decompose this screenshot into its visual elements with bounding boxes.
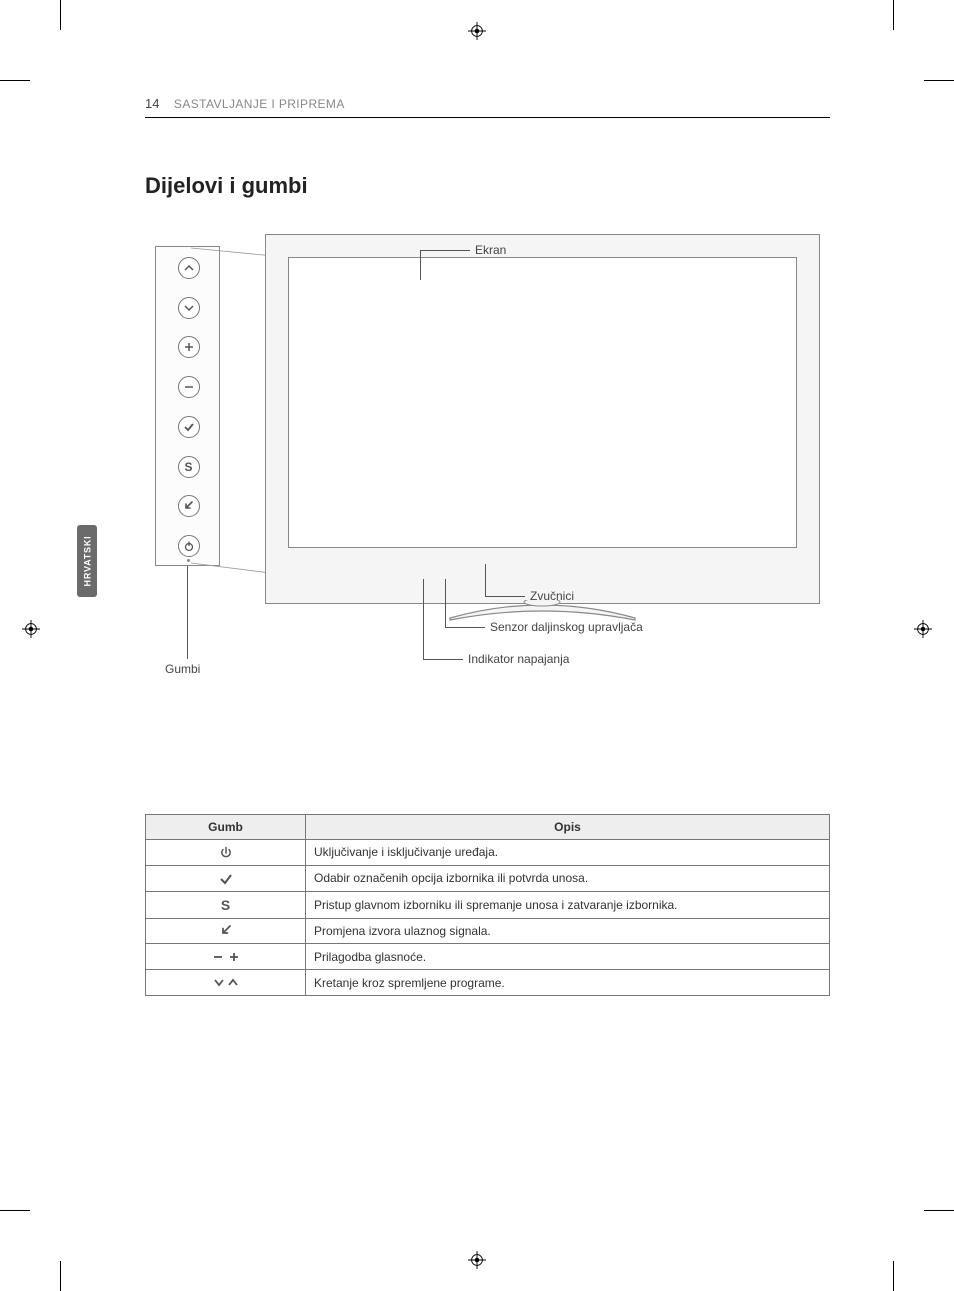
- table-row: Uključivanje i isključivanje uređaja.: [146, 840, 830, 866]
- cell-icon-check: [146, 865, 306, 891]
- tv-stand: [440, 600, 645, 622]
- panel-btn-up: [178, 257, 200, 279]
- page-title: Dijelovi i gumbi: [145, 173, 830, 199]
- cell-desc: Kretanje kroz spremljene programe.: [306, 970, 830, 996]
- table-row: Prilagodba glasnoće.: [146, 944, 830, 970]
- crop-mark: [893, 0, 894, 30]
- buttons-table: Gumb Opis Uključivanje i isključivanje u…: [145, 814, 830, 996]
- panel-btn-plus: [178, 336, 200, 358]
- registration-mark: [914, 620, 932, 638]
- table-row: Odabir označenih opcija izbornika ili po…: [146, 865, 830, 891]
- registration-mark: [468, 22, 486, 40]
- table-row: S Pristup glavnom izborniku ili spremanj…: [146, 891, 830, 918]
- crop-mark: [0, 80, 30, 81]
- callout-line: [485, 596, 525, 597]
- callout-line: [187, 566, 188, 659]
- table-row: Promjena izvora ulaznog signala.: [146, 918, 830, 944]
- section-name: SASTAVLJANJE I PRIPREMA: [174, 97, 345, 111]
- panel-btn-ok: [178, 416, 200, 438]
- panel-dot: [187, 559, 190, 562]
- crop-mark: [924, 80, 954, 81]
- cell-icon-input: [146, 918, 306, 944]
- th-desc: Opis: [306, 815, 830, 840]
- tv-illustration: [265, 234, 820, 604]
- callout-power-ind: Indikator napajanja: [468, 652, 569, 666]
- language-tab: HRVATSKI: [77, 525, 97, 597]
- diagram: S Ekran Zvučnici: [145, 234, 830, 674]
- crop-mark: [893, 1261, 894, 1291]
- tv-screen: [288, 257, 797, 548]
- button-panel: S: [155, 246, 220, 566]
- tv-bezel: [265, 234, 820, 604]
- callout-sensor: Senzor daljinskog upravljača: [490, 620, 643, 634]
- callout-line: [485, 564, 486, 596]
- callout-line: [420, 250, 470, 251]
- panel-btn-input: [178, 495, 200, 517]
- crop-mark: [0, 1210, 30, 1211]
- callout-line: [420, 250, 421, 280]
- language-label: HRVATSKI: [82, 536, 92, 587]
- cell-icon-down-up: [146, 970, 306, 996]
- callout-line: [445, 579, 446, 627]
- callout-line: [423, 579, 424, 659]
- page-content: 14 SASTAVLJANJE I PRIPREMA Dijelovi i gu…: [145, 95, 830, 996]
- page-header: 14 SASTAVLJANJE I PRIPREMA: [145, 95, 830, 118]
- table-row: Kretanje kroz spremljene programe.: [146, 970, 830, 996]
- cell-desc: Prilagodba glasnoće.: [306, 944, 830, 970]
- page-number: 14: [145, 96, 159, 111]
- callout-line: [423, 659, 463, 660]
- registration-mark: [22, 620, 40, 638]
- cell-desc: Promjena izvora ulaznog signala.: [306, 918, 830, 944]
- panel-btn-power: [178, 535, 200, 557]
- cell-icon-s: S: [146, 891, 306, 918]
- callout-buttons: Gumbi: [165, 662, 200, 676]
- crop-mark: [60, 1261, 61, 1291]
- registration-mark: [468, 1251, 486, 1269]
- cell-desc: Odabir označenih opcija izbornika ili po…: [306, 865, 830, 891]
- button-panel-inner: S: [176, 257, 201, 557]
- crop-mark: [924, 1210, 954, 1211]
- callout-screen: Ekran: [475, 243, 506, 257]
- cell-desc: Uključivanje i isključivanje uređaja.: [306, 840, 830, 866]
- callout-speakers: Zvučnici: [530, 589, 574, 603]
- panel-btn-down: [178, 297, 200, 319]
- cell-icon-power: [146, 840, 306, 866]
- callout-line: [445, 627, 485, 628]
- cell-icon-minus-plus: [146, 944, 306, 970]
- panel-btn-minus: [178, 376, 200, 398]
- panel-btn-settings: S: [178, 456, 200, 478]
- cell-desc: Pristup glavnom izborniku ili spremanje …: [306, 891, 830, 918]
- th-button: Gumb: [146, 815, 306, 840]
- crop-mark: [60, 0, 61, 30]
